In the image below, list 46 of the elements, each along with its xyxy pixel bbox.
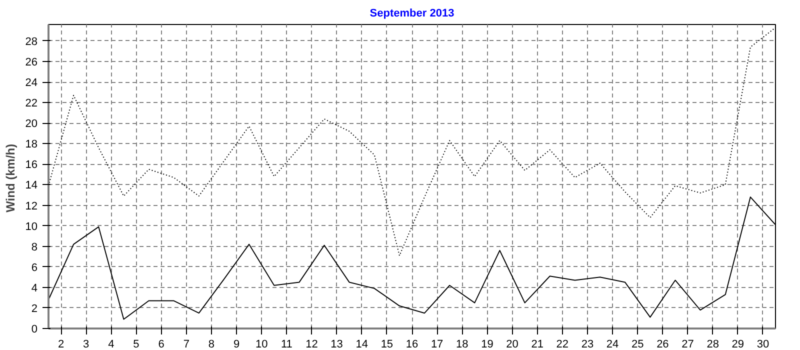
y-tick-label: 22: [25, 98, 38, 110]
x-tick-label: 16: [406, 338, 418, 350]
x-tick-label: 17: [430, 338, 444, 350]
x-tick-label: 6: [158, 338, 164, 350]
x-tick-label: 30: [756, 338, 770, 350]
x-tick-label: 13: [330, 338, 343, 350]
x-tick-label: 22: [556, 338, 569, 350]
x-tick-label: 9: [233, 338, 240, 350]
y-tick-label: 2: [31, 302, 38, 315]
x-tick-label: 2: [58, 338, 64, 350]
x-tick-label: 28: [706, 338, 719, 350]
x-tick-label: 14: [356, 338, 368, 350]
y-tick-label: 28: [25, 36, 38, 48]
x-tick-label: 7: [183, 338, 190, 350]
x-tick-label: 27: [682, 338, 694, 350]
y-tick-label: 14: [25, 180, 38, 192]
y-tick-label: 4: [31, 282, 38, 294]
chart-title: September 2013: [370, 8, 454, 20]
x-tick-label: 4: [108, 338, 114, 350]
y-tick-label: 0: [31, 324, 38, 336]
x-tick-label: 20: [506, 338, 518, 350]
y-tick-label: 8: [31, 241, 38, 254]
x-tick-label: 21: [531, 338, 544, 350]
y-tick-label: 12: [25, 200, 38, 212]
x-tick-label: 15: [380, 338, 394, 350]
x-tick-label: 23: [581, 338, 594, 350]
x-tick-label: 18: [456, 338, 468, 350]
y-tick-label: 18: [25, 138, 38, 151]
y-tick-label: 16: [25, 159, 38, 172]
x-tick-label: 12: [306, 338, 318, 350]
y-tick-label: 6: [31, 262, 38, 274]
x-tick-label: 3: [83, 338, 90, 350]
y-tick-label: 26: [25, 56, 38, 68]
x-tick-label: 25: [632, 338, 644, 350]
x-tick-label: 10: [255, 338, 268, 350]
x-tick-label: 8: [208, 338, 215, 350]
x-tick-label: 29: [732, 338, 744, 350]
x-tick-label: 11: [280, 338, 292, 350]
x-tick-label: 19: [481, 338, 494, 350]
x-tick-label: 5: [133, 338, 140, 350]
y-tick-label: 24: [25, 77, 38, 90]
x-tick-label: 26: [656, 338, 669, 350]
y-tick-label: 10: [25, 220, 38, 233]
y-tick-label: 20: [25, 118, 38, 130]
x-tick-label: 24: [606, 338, 619, 350]
y-axis-title: Wind (km/h): [3, 144, 18, 212]
